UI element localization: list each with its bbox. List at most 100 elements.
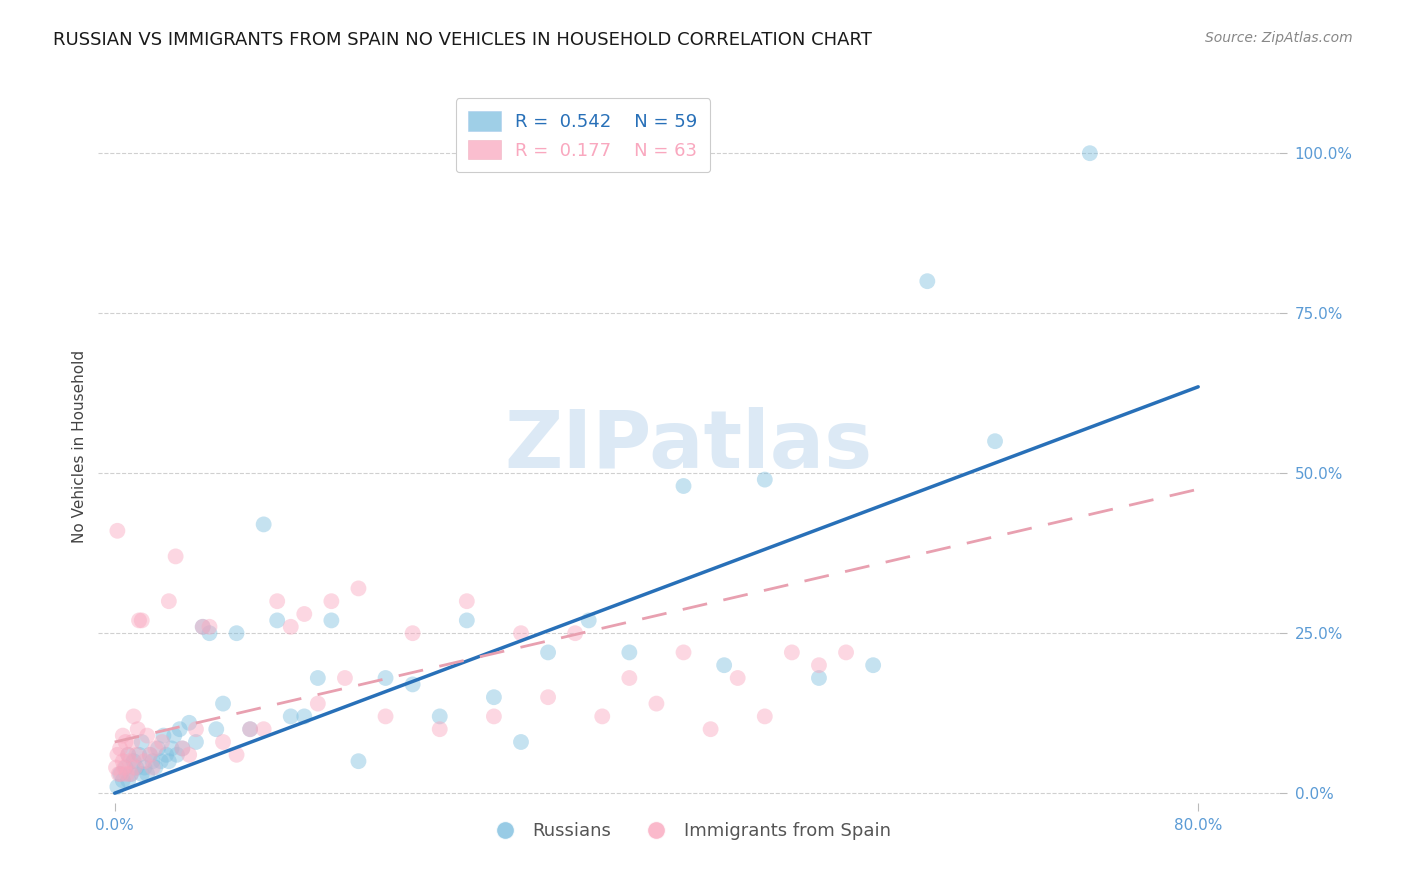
Point — [157, 594, 180, 608]
Point — [307, 697, 329, 711]
Point — [143, 761, 166, 775]
Point — [163, 729, 186, 743]
Y-axis label: No Vehicles in Household: No Vehicles in Household — [72, 350, 87, 542]
Point — [401, 677, 423, 691]
Point — [146, 741, 169, 756]
Point — [191, 620, 214, 634]
Point — [139, 747, 162, 762]
Point — [166, 747, 188, 762]
Point — [835, 645, 858, 659]
Point — [280, 709, 302, 723]
Point — [169, 722, 191, 736]
Point — [121, 735, 143, 749]
Point — [225, 626, 247, 640]
Point — [128, 747, 150, 762]
Point — [212, 697, 235, 711]
Point — [510, 735, 533, 749]
Point — [321, 594, 343, 608]
Point — [134, 761, 156, 775]
Point — [754, 709, 776, 723]
Point — [128, 614, 150, 628]
Point — [150, 735, 173, 749]
Point — [131, 767, 153, 781]
Point — [321, 614, 343, 628]
Point — [205, 722, 228, 736]
Point — [266, 594, 288, 608]
Point — [124, 761, 146, 775]
Point — [239, 722, 262, 736]
Point — [108, 767, 131, 781]
Legend: Russians, Immigrants from Spain: Russians, Immigrants from Spain — [479, 815, 898, 847]
Point — [510, 626, 533, 640]
Point — [672, 645, 695, 659]
Point — [713, 658, 735, 673]
Point — [699, 722, 721, 736]
Point — [179, 715, 201, 730]
Text: Source: ZipAtlas.com: Source: ZipAtlas.com — [1205, 31, 1353, 45]
Point — [136, 729, 159, 743]
Point — [292, 607, 315, 621]
Point — [122, 754, 145, 768]
Point — [179, 747, 201, 762]
Point — [111, 729, 134, 743]
Point — [127, 722, 149, 736]
Point — [152, 729, 174, 743]
Point — [591, 709, 613, 723]
Point — [429, 709, 451, 723]
Point — [131, 614, 153, 628]
Point — [111, 754, 134, 768]
Point — [239, 722, 262, 736]
Point — [292, 709, 315, 723]
Point — [117, 773, 139, 788]
Point — [142, 761, 165, 775]
Point — [118, 754, 141, 768]
Point — [122, 709, 145, 723]
Point — [155, 747, 177, 762]
Point — [672, 479, 695, 493]
Point — [172, 741, 194, 756]
Point — [139, 747, 162, 762]
Point — [619, 671, 641, 685]
Point — [578, 614, 600, 628]
Point — [160, 741, 183, 756]
Point — [117, 747, 139, 762]
Point — [149, 754, 172, 768]
Point — [117, 747, 139, 762]
Point — [482, 690, 505, 705]
Point — [347, 754, 370, 768]
Point — [456, 614, 478, 628]
Point — [120, 767, 142, 781]
Point — [537, 645, 560, 659]
Text: RUSSIAN VS IMMIGRANTS FROM SPAIN NO VEHICLES IN HOUSEHOLD CORRELATION CHART: RUSSIAN VS IMMIGRANTS FROM SPAIN NO VEHI… — [53, 31, 872, 49]
Point — [114, 735, 136, 749]
Point — [105, 524, 128, 538]
Point — [134, 754, 156, 768]
Point — [456, 594, 478, 608]
Point — [280, 620, 302, 634]
Point — [1078, 146, 1101, 161]
Point — [198, 626, 221, 640]
Point — [165, 549, 187, 564]
Point — [333, 671, 356, 685]
Point — [184, 735, 207, 749]
Point — [143, 741, 166, 756]
Point — [225, 747, 247, 762]
Point — [780, 645, 803, 659]
Point — [110, 767, 132, 781]
Point — [347, 582, 370, 596]
Point — [253, 722, 276, 736]
Point — [727, 671, 749, 685]
Point — [125, 747, 148, 762]
Point — [105, 780, 128, 794]
Point — [136, 767, 159, 781]
Point — [172, 741, 194, 756]
Point — [917, 274, 939, 288]
Point — [401, 626, 423, 640]
Point — [266, 614, 288, 628]
Point — [862, 658, 884, 673]
Point — [111, 773, 134, 788]
Text: ZIPatlas: ZIPatlas — [505, 407, 873, 485]
Point — [807, 658, 830, 673]
Point — [212, 735, 235, 749]
Point — [645, 697, 668, 711]
